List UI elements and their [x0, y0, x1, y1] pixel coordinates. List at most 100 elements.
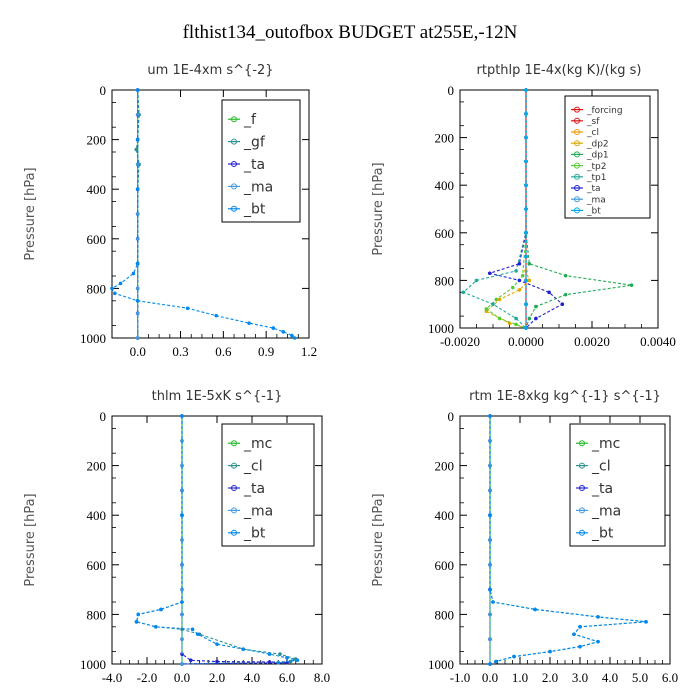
data-point — [185, 306, 190, 311]
legend-marker — [231, 205, 237, 212]
x-tick-label: 4.0 — [244, 670, 260, 685]
legend-marker — [579, 440, 585, 447]
x-tick-label: 0.0040 — [640, 334, 676, 349]
x-tick-label: 0.0000 — [508, 334, 544, 349]
legend-entry: _ta — [243, 157, 265, 173]
data-point — [135, 187, 140, 191]
legend-entry: _ta — [243, 481, 265, 497]
data-point — [517, 278, 522, 283]
data-point — [491, 302, 495, 307]
data-point — [507, 321, 512, 326]
series-line — [485, 90, 527, 329]
data-point — [534, 316, 538, 321]
y-tick-label: 1000 — [80, 331, 106, 346]
legend-marker — [574, 173, 580, 180]
legend-marker — [231, 507, 237, 514]
data-point — [180, 563, 184, 567]
y-axis-label: Pressure [hPa] — [371, 162, 386, 255]
data-point — [578, 644, 582, 649]
series-bt — [488, 414, 648, 666]
panel-title: thlm 1E-5xK s^{-1} — [152, 389, 283, 404]
data-point — [461, 290, 466, 295]
x-tick-label: -0.0020 — [440, 334, 480, 349]
legend-marker — [579, 507, 585, 514]
data-point — [195, 632, 200, 637]
series-bt — [110, 88, 297, 340]
y-tick-label: 0 — [448, 409, 455, 424]
data-point — [135, 212, 140, 216]
data-point — [488, 538, 492, 542]
y-tick-label: 0 — [100, 83, 107, 98]
data-point — [276, 660, 281, 665]
legend-marker — [574, 151, 580, 158]
y-axis-label: Pressure [hPa] — [371, 493, 386, 586]
legend-entry: _ta — [586, 184, 601, 194]
data-point — [180, 587, 184, 592]
data-point — [488, 463, 492, 468]
data-point — [113, 291, 117, 296]
series-bt — [524, 88, 528, 330]
data-point — [180, 612, 184, 617]
data-point — [644, 620, 648, 624]
x-tick-label: 5.0 — [632, 670, 648, 685]
y-axis-label: Pressure [hPa] — [23, 493, 38, 586]
legend-entry: _dp2 — [586, 139, 609, 149]
data-point — [520, 273, 525, 278]
data-point — [494, 659, 498, 664]
data-point — [271, 326, 276, 330]
data-point — [134, 620, 139, 624]
data-point — [548, 649, 552, 654]
data-point — [517, 261, 522, 266]
data-point — [135, 88, 140, 92]
data-point — [629, 283, 634, 287]
data-point — [135, 237, 140, 241]
data-point — [572, 632, 576, 637]
x-tick-label: 0.3 — [172, 344, 188, 359]
data-point — [524, 88, 528, 92]
panel-title: rtm 1E-8xkg kg^{-1} s^{-1} — [469, 389, 661, 404]
data-point — [180, 662, 184, 666]
y-tick-label: 400 — [435, 508, 455, 523]
x-tick-label: 6.0 — [662, 670, 678, 685]
legend-marker — [574, 207, 580, 214]
legend-marker — [231, 138, 237, 145]
data-point — [517, 288, 522, 292]
x-tick-label: 6.0 — [279, 670, 295, 685]
x-tick-label: -1.0 — [450, 670, 471, 685]
y-tick-label: 0 — [448, 83, 455, 98]
data-point — [527, 261, 532, 266]
data-point — [278, 652, 282, 656]
data-point — [488, 414, 492, 418]
data-point — [533, 607, 537, 612]
y-tick-label: 800 — [87, 281, 107, 296]
data-point — [131, 271, 136, 276]
legend-marker — [579, 462, 585, 469]
data-point — [511, 285, 515, 290]
legend-marker — [574, 162, 580, 169]
y-tick-label: 400 — [87, 508, 107, 523]
x-tick-label: 2.0 — [209, 670, 225, 685]
y-tick-label: 1000 — [428, 321, 454, 336]
data-point — [524, 207, 528, 211]
y-tick-label: 1000 — [428, 657, 454, 672]
x-tick-label: 3.0 — [572, 670, 588, 685]
data-point — [596, 639, 600, 644]
data-point — [135, 336, 140, 340]
x-tick-label: 0.6 — [215, 344, 232, 359]
data-point — [159, 607, 163, 612]
data-point — [524, 135, 528, 140]
x-tick-label: -2.0 — [137, 670, 158, 685]
data-point — [524, 278, 528, 283]
y-tick-label: 400 — [87, 182, 107, 197]
data-point — [153, 625, 158, 629]
series-tp2 — [484, 88, 528, 330]
page-title: flthist134_outofbox BUDGET at255E,-12N — [182, 22, 518, 43]
legend-entry: _bt — [586, 207, 601, 217]
legend: _forcing_sf_cl_dp2 _dp1_tp2_tp1_ta_ma _bt — [564, 95, 651, 219]
legend-marker — [231, 183, 237, 190]
x-tick-label: 0.0 — [482, 670, 498, 685]
data-point — [292, 336, 297, 340]
data-point — [547, 290, 551, 295]
data-point — [180, 600, 184, 604]
data-point — [514, 269, 518, 273]
